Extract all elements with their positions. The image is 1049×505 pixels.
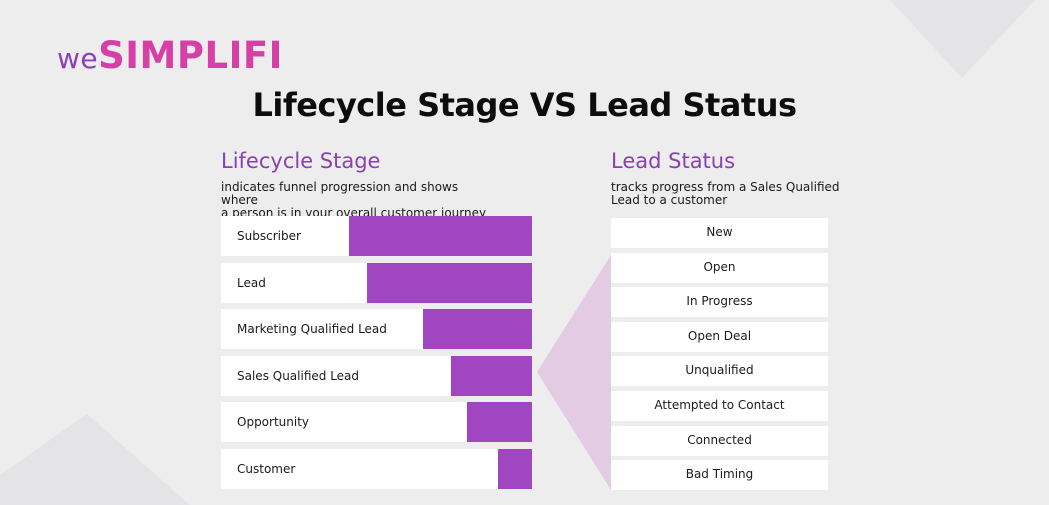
stage-label: Opportunity (237, 415, 310, 430)
logo-prefix: we (57, 42, 99, 75)
lifecycle-heading: Lifecycle Stage (221, 149, 381, 173)
lead-status-description: tracks progress from a Sales Qualified L… (611, 181, 881, 207)
lead-status-list: New Open In Progress Open Deal Unqualifi… (611, 218, 828, 495)
stage-bar (367, 262, 532, 303)
stage-row-subscriber: Subscriber (221, 216, 532, 256)
stage-label: Sales Qualified Lead (237, 368, 360, 383)
stage-row-opportunity: Opportunity (221, 402, 532, 443)
status-item-open-deal: Open Deal (611, 321, 828, 352)
lead-status-heading: Lead Status (611, 149, 736, 173)
status-item-unqualified: Unqualified (611, 356, 828, 387)
status-item-bad-timing: Bad Timing (611, 460, 828, 491)
lifecycle-stage-list: Subscriber Lead Marketing Qualified Lead… (221, 216, 532, 496)
status-item-attempted-to-contact: Attempted to Contact (611, 390, 828, 421)
stage-label: Marketing Qualified Lead (237, 322, 387, 337)
logo: weSIMPLIFI (57, 34, 283, 77)
stage-bar (466, 402, 532, 443)
lifecycle-description-line1: indicates funnel progression and shows w… (221, 180, 459, 207)
stage-label: Customer (237, 461, 296, 476)
stage-label: Subscriber (237, 229, 301, 243)
top-right-triangle-shape (890, 0, 1035, 78)
status-item-new: New (611, 218, 828, 248)
bottom-left-triangle-shape (0, 414, 190, 505)
status-item-in-progress: In Progress (611, 287, 828, 318)
lead-status-description-line2: Lead to a customer (611, 193, 728, 207)
stage-row-customer: Customer (221, 448, 532, 489)
stage-row-mql: Marketing Qualified Lead (221, 309, 532, 350)
stage-bar (423, 309, 532, 350)
status-item-connected: Connected (611, 425, 828, 456)
logo-brand: SIMPLIFI (98, 34, 283, 77)
stage-bar (497, 448, 532, 489)
status-item-open: Open (611, 252, 828, 283)
lifecycle-description: indicates funnel progression and shows w… (221, 181, 491, 220)
stage-bar (348, 216, 532, 256)
stage-label: Lead (237, 275, 266, 290)
page-title: Lifecycle Stage VS Lead Status (252, 86, 797, 124)
lead-status-description-line1: tracks progress from a Sales Qualified (611, 180, 840, 194)
stage-bar (451, 355, 532, 396)
stage-row-sql: Sales Qualified Lead (221, 355, 532, 396)
stage-row-lead: Lead (221, 262, 532, 303)
funnel-connector-shape (537, 255, 611, 490)
